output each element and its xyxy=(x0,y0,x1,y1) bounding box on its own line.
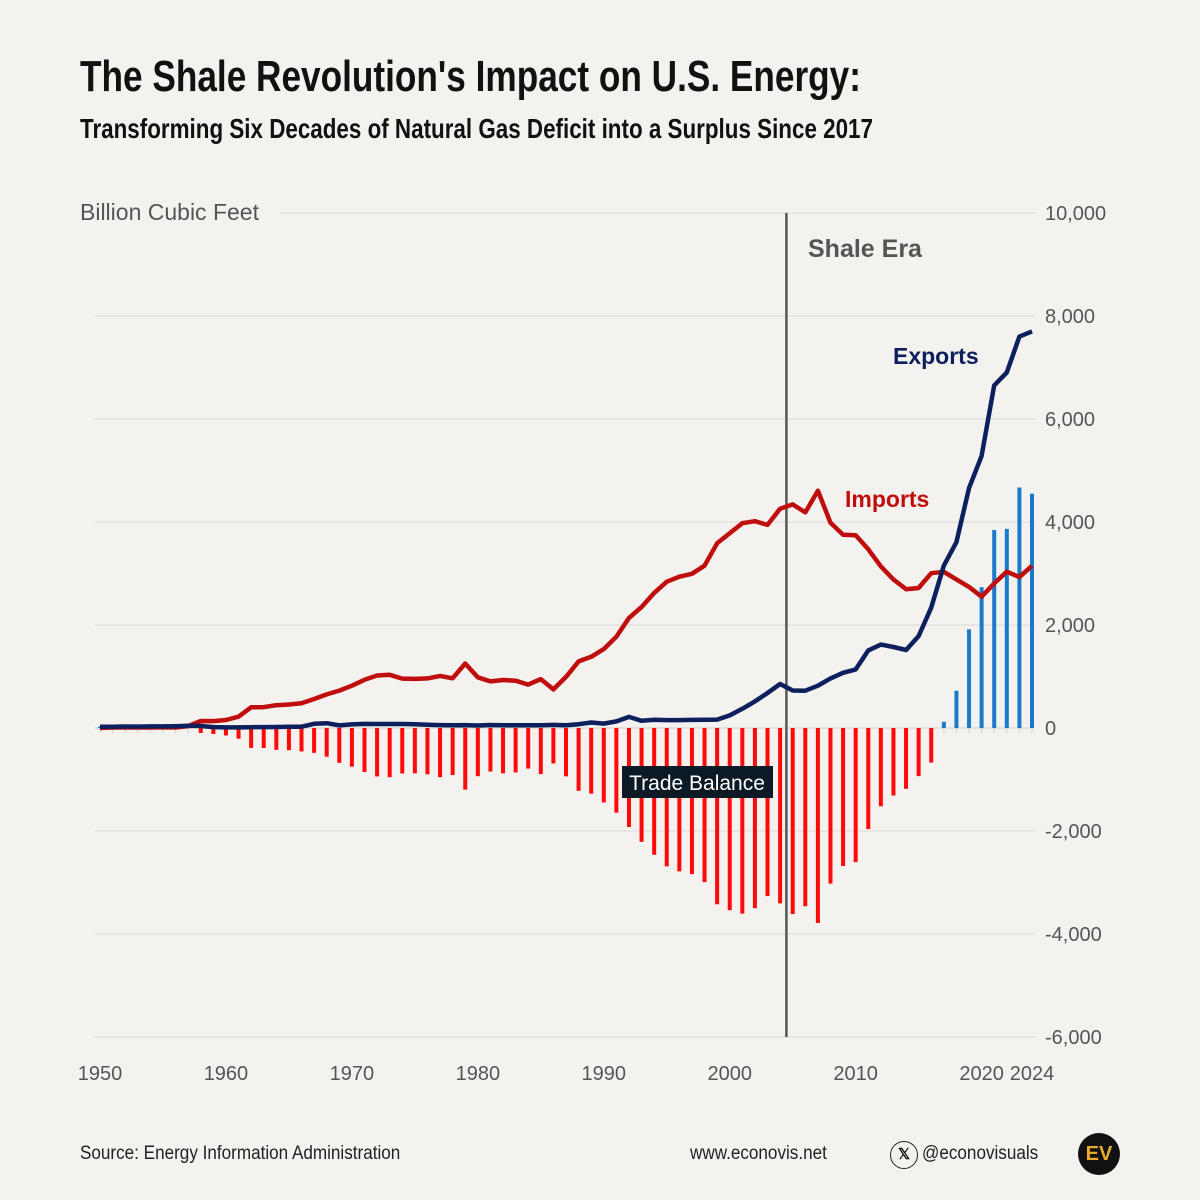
trade-balance-bar xyxy=(475,728,480,777)
trade-balance-bar xyxy=(992,529,997,728)
econovis-logo: EV xyxy=(1078,1133,1120,1175)
x-tick-label: 1990 xyxy=(582,1063,627,1085)
x-tick-label: 1980 xyxy=(456,1063,501,1085)
trade-balance-bar xyxy=(841,728,846,866)
trade-balance-bar xyxy=(513,728,518,773)
x-tick-label: 1950 xyxy=(78,1063,123,1085)
trade-balance-bar xyxy=(501,728,506,774)
x-tick-label: 1970 xyxy=(330,1063,375,1085)
trade-balance-bar xyxy=(299,728,304,752)
trade-balance-bar xyxy=(1030,493,1034,728)
x-tick-label: 2000 xyxy=(707,1063,752,1085)
y-tick-label: 6,000 xyxy=(1045,409,1095,431)
y-tick-label: 0 xyxy=(1045,718,1056,740)
trade-balance-bar xyxy=(891,728,896,796)
trade-balance-bar xyxy=(387,728,392,778)
trade-balance-bar xyxy=(790,728,795,915)
trade-balance-bar xyxy=(677,728,682,872)
trade-balance-bar xyxy=(211,728,216,734)
y-tick-label: -4,000 xyxy=(1045,924,1102,946)
trade-balance-bar xyxy=(689,728,694,875)
trade-balance-bar xyxy=(1017,487,1022,728)
trade-balance-bar xyxy=(274,728,279,750)
imports-line xyxy=(99,488,1034,731)
y-tick-label: 8,000 xyxy=(1045,306,1095,328)
trade-balance-bar xyxy=(967,629,972,728)
trade-balance-bar xyxy=(312,728,317,753)
trade-balance-bar xyxy=(778,728,783,904)
trade-balance-bar xyxy=(853,728,858,863)
imports-label: Imports xyxy=(845,486,929,512)
trade-balance-bar xyxy=(362,728,367,773)
trade-balance-bar xyxy=(438,728,443,778)
trade-balance-bar xyxy=(589,728,594,794)
trade-balance-bar xyxy=(916,728,921,777)
trade-balance-bar xyxy=(412,728,417,774)
trade-balance-bar xyxy=(337,728,342,763)
trade-balance-bar xyxy=(349,728,354,767)
trade-balance-bar xyxy=(828,728,833,884)
chart-title: The Shale Revolution's Impact on U.S. En… xyxy=(80,52,861,101)
trade-balance-bar xyxy=(803,728,808,907)
trade-balance-bar xyxy=(765,728,770,897)
source-note: Source: Energy Information Administratio… xyxy=(80,1143,401,1164)
x-tick-label: 1960 xyxy=(204,1063,249,1085)
social-handle[interactable]: @econovisuals xyxy=(922,1143,1039,1164)
website-link[interactable]: www.econovis.net xyxy=(690,1143,827,1164)
x-tick-label: 2010 xyxy=(833,1063,878,1085)
trade-balance-bar xyxy=(198,728,203,733)
trade-balance-bar xyxy=(727,728,732,911)
trade-balance-bar xyxy=(866,728,871,830)
trade-balance-bar xyxy=(904,728,909,789)
trade-balance-bar xyxy=(249,728,254,748)
trade-balance-bar xyxy=(614,728,619,813)
trade-balance-bar xyxy=(425,728,430,775)
trade-balance-bar xyxy=(538,728,543,775)
exports-label: Exports xyxy=(893,343,979,369)
trade-balance-bar xyxy=(715,728,720,905)
trade-balance-bar xyxy=(941,721,946,728)
trade-balance-bar xyxy=(463,728,468,790)
trade-balance-bar xyxy=(236,728,241,739)
trade-balance-bar xyxy=(954,690,959,728)
trade-balance-bar xyxy=(878,728,883,807)
trade-balance-bar xyxy=(564,728,568,777)
trade-balance-bar xyxy=(286,728,291,751)
exports-line xyxy=(99,329,1033,730)
trade-balance-bar xyxy=(223,728,228,736)
trade-balance-bar xyxy=(979,587,984,728)
trade-balance-bar xyxy=(488,728,493,772)
trade-balance-bar xyxy=(450,728,455,776)
chart: Billion Cubic Feet Shale Era Exports Imp… xyxy=(78,199,1106,1085)
trade-balance-bar xyxy=(702,728,707,883)
x-logo-icon: 𝕏 xyxy=(890,1141,918,1169)
y-tick-label: -2,000 xyxy=(1045,821,1102,843)
y-tick-label: 4,000 xyxy=(1045,512,1095,534)
trade-balance-bar xyxy=(526,728,531,769)
trade-balance-bar xyxy=(1004,528,1009,728)
trade-balance-bar xyxy=(815,728,820,923)
trade-balance-label-bg xyxy=(622,766,773,798)
trade-balance-bar xyxy=(752,728,757,909)
y-tick-label: 10,000 xyxy=(1045,203,1106,225)
y-tick-label: 2,000 xyxy=(1045,615,1095,637)
trade-balance-bar xyxy=(740,728,745,914)
trade-balance-bar xyxy=(400,728,405,774)
trade-balance-bar xyxy=(601,728,606,803)
trade-balance-bar xyxy=(551,728,556,764)
trade-balance-bar xyxy=(929,728,934,763)
y-axis-label: Billion Cubic Feet xyxy=(80,199,260,225)
y-tick-label: -6,000 xyxy=(1045,1027,1102,1049)
trade-balance-label: Trade Balance xyxy=(629,772,765,795)
x-tick-label: 2020 xyxy=(959,1063,1004,1085)
x-tick-label: 2024 xyxy=(1010,1063,1055,1085)
trade-balance-bar xyxy=(324,728,329,757)
chart-subtitle: Transforming Six Decades of Natural Gas … xyxy=(80,113,873,144)
shale-era-label: Shale Era xyxy=(808,235,923,263)
trade-balance-bar xyxy=(576,728,581,791)
trade-balance-bar xyxy=(375,728,380,777)
trade-balance-bar xyxy=(261,728,266,749)
